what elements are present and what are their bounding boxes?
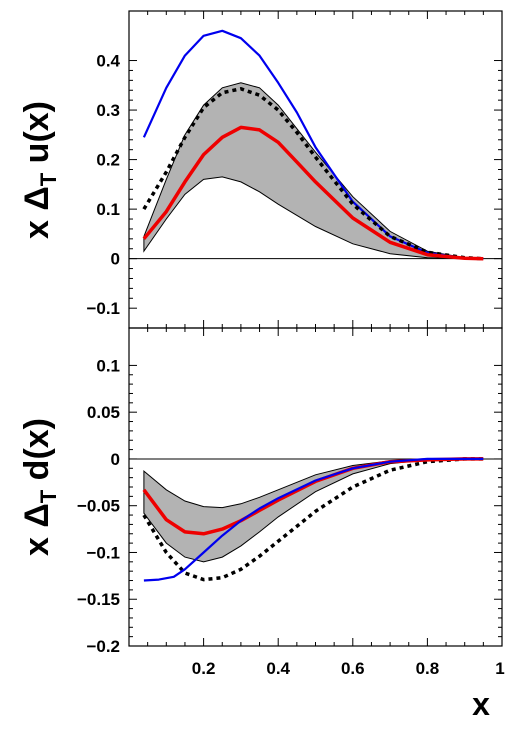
bottom-series-0-line: [142, 457, 484, 582]
bottom-ylabel-sub: T: [36, 489, 61, 503]
top-ytick-label: 0.2: [96, 151, 120, 170]
top-ytick-label: 0.1: [96, 200, 120, 219]
top-ticks-layer: −0.1 0 0.1 0.2 0.3 0.4: [86, 11, 502, 328]
bottom-ytick-label: −0.15: [77, 590, 120, 609]
top-ylabel-main: x Δ: [18, 186, 56, 239]
bottom-plot-frame: [128, 327, 503, 647]
x-axis-label: x: [472, 686, 490, 722]
top-ylabel-sub: T: [36, 172, 61, 186]
top-ytick-label: 0.4: [96, 52, 120, 71]
bottom-uncertainty-band: [143, 458, 484, 563]
bottom-ticks-layer: −0.2 −0.15 −0.1 −0.05 0 0.05 0.1 0.2 0.4 0.6 0.8 1: [77, 328, 505, 678]
bottom-series-2-line: [143, 457, 484, 582]
top-ytick-label: 0: [111, 250, 120, 269]
top-series-layer: [142, 29, 484, 261]
top-y-axis-label: x ΔT u(x): [18, 101, 61, 239]
top-ytick-label: −0.1: [86, 299, 120, 318]
top-uncertainty-band: [143, 82, 484, 260]
bottom-ylabel-main: x Δ: [18, 503, 56, 556]
bottom-ytick-label: −0.1: [86, 543, 120, 562]
bottom-ytick-label: 0.1: [96, 356, 120, 375]
xtick-label: 0.8: [416, 659, 440, 678]
top-ytick-label: 0.3: [96, 101, 120, 120]
bottom-band-layer: [143, 458, 484, 563]
xtick-label: 0.2: [192, 659, 216, 678]
bottom-series-layer: [142, 457, 484, 582]
xtick-label: 0.6: [341, 659, 365, 678]
xtick-label: 1: [495, 659, 504, 678]
xtick-label: 0.4: [266, 659, 290, 678]
bottom-ytick-label: 0.05: [87, 403, 120, 422]
top-ylabel-end: u(x): [18, 101, 56, 173]
top-band-layer: [143, 82, 484, 260]
bottom-y-axis-label: x ΔT d(x): [18, 418, 61, 556]
bottom-ytick-label: 0: [111, 450, 120, 469]
bottom-ytick-label: −0.2: [86, 637, 120, 656]
top-series-2-line: [142, 125, 484, 261]
bottom-ytick-label: −0.05: [77, 497, 120, 516]
top-panel: −0.1 0 0.1 0.2 0.3 0.4 x ΔT u(x): [18, 10, 503, 329]
bottom-ylabel-end: d(x): [18, 418, 56, 490]
top-series-1-line: [142, 87, 484, 261]
